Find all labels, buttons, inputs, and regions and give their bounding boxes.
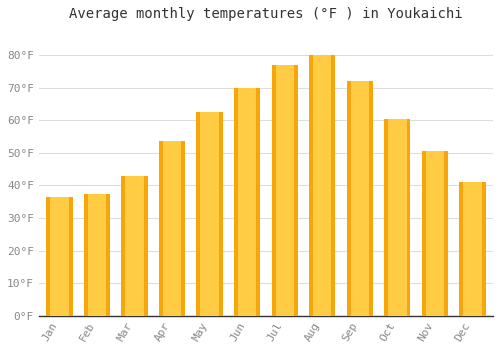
Bar bbox=[309, 55, 313, 316]
Bar bbox=[84, 194, 88, 316]
Bar bbox=[219, 112, 223, 316]
Title: Average monthly temperatures (°F ) in Youkaichi: Average monthly temperatures (°F ) in Yo… bbox=[69, 7, 462, 21]
Bar bbox=[256, 88, 260, 316]
Bar bbox=[68, 197, 72, 316]
Bar bbox=[272, 65, 298, 316]
Bar bbox=[46, 197, 72, 316]
Bar bbox=[346, 81, 373, 316]
Bar bbox=[309, 55, 336, 316]
Bar bbox=[332, 55, 336, 316]
Bar bbox=[196, 112, 223, 316]
Bar bbox=[482, 182, 486, 316]
Bar bbox=[460, 182, 485, 316]
Bar bbox=[294, 65, 298, 316]
Bar bbox=[234, 88, 260, 316]
Bar bbox=[144, 176, 148, 316]
Bar bbox=[234, 88, 238, 316]
Bar bbox=[384, 119, 410, 316]
Bar bbox=[272, 65, 276, 316]
Bar bbox=[106, 194, 110, 316]
Bar bbox=[384, 119, 388, 316]
Bar bbox=[460, 182, 463, 316]
Bar bbox=[346, 81, 350, 316]
Bar bbox=[422, 151, 426, 316]
Bar bbox=[422, 151, 448, 316]
Bar bbox=[122, 176, 148, 316]
Bar bbox=[46, 197, 50, 316]
Bar bbox=[444, 151, 448, 316]
Bar bbox=[122, 176, 126, 316]
Bar bbox=[159, 141, 163, 316]
Bar bbox=[369, 81, 373, 316]
Bar bbox=[406, 119, 410, 316]
Bar bbox=[196, 112, 200, 316]
Bar bbox=[182, 141, 185, 316]
Bar bbox=[159, 141, 185, 316]
Bar bbox=[84, 194, 110, 316]
